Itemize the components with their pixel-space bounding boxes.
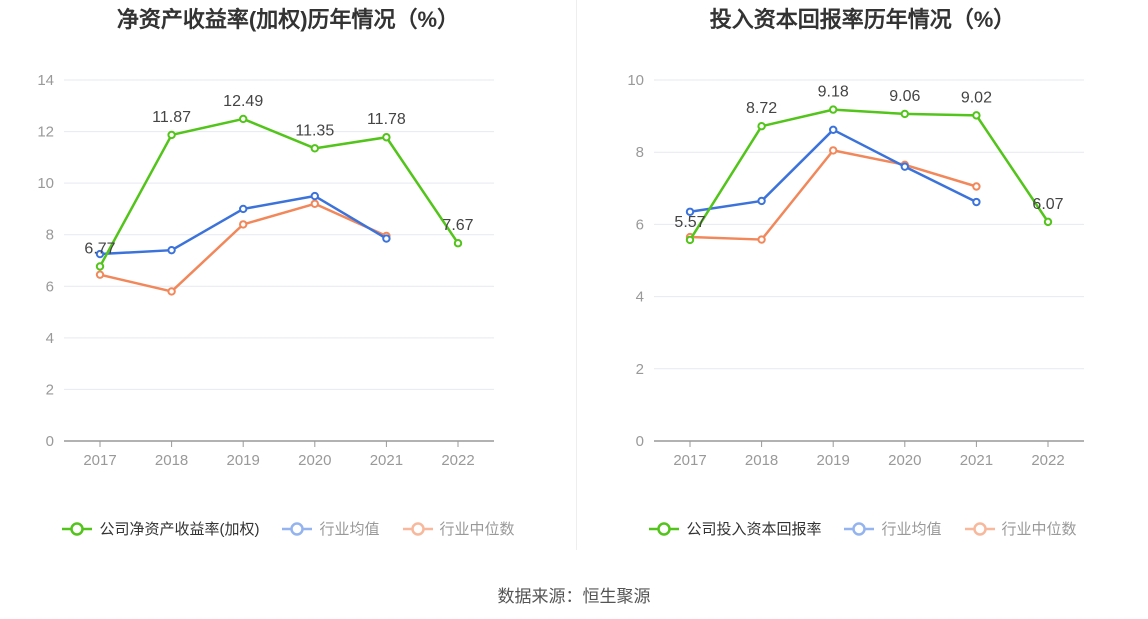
series-line [98,117,460,268]
x-tick-label: 2019 [227,452,260,469]
x-tick-label: 2021 [960,452,993,469]
roic-chart-panel: 投入资本回报率历年情况（%） 0 2 4 6 8 10 2017 2018 2019 2020 20… [577,0,1148,560]
data-point [972,182,981,191]
data-point [829,105,838,114]
x-tick-label: 2017 [83,452,116,469]
data-point [972,111,981,120]
legend-line-icon [844,521,875,536]
y-tick-label: 14 [37,72,54,89]
legend-label: 行业中位数 [1001,521,1077,538]
y-tick-label: 12 [37,124,54,141]
legend-line-icon [62,521,93,536]
y-tick-label: 8 [46,227,54,244]
panel-divider [576,0,577,550]
chart-legend: 公司投入资本回报率 行业均值 行业中位数 [577,518,1148,539]
x-tick-label: 2019 [817,452,850,469]
y-tick-label: 6 [46,278,54,295]
data-label: 11.78 [367,111,406,128]
data-label: 5.57 [674,214,705,231]
data-point [95,262,105,271]
data-label: 6.07 [1032,196,1063,213]
legend-line-icon [964,521,995,536]
legend-item-industry-mean[interactable]: 行业均值 [281,518,380,539]
series-line [689,149,977,241]
legend-item-industry-mean[interactable]: 行业均值 [843,518,942,539]
legend-item-industry-median[interactable]: 行业中位数 [964,518,1077,539]
data-point [167,245,176,255]
data-point [972,197,981,207]
y-tick-label: 4 [46,330,54,347]
data-label: 11.87 [152,109,191,126]
data-point [382,133,391,142]
data-point [453,239,463,248]
data-point [1043,217,1053,227]
legend-label: 行业中位数 [439,521,515,538]
data-label: 11.35 [295,122,334,139]
series-line [99,202,387,293]
roic-line-chart: 0 2 4 6 8 10 2017 2018 2019 2020 2021 2022 5.57 8.72 9… [627,72,1084,469]
y-tick-label: 10 [37,175,54,192]
data-point [310,191,319,201]
x-tick-label: 2018 [745,452,778,469]
data-label: 6.77 [84,240,115,257]
y-tick-label: 2 [636,361,644,378]
y-tick-label: 6 [636,216,644,233]
chart-legend: 公司净资产收益率(加权) 行业均值 行业中位数 [0,518,576,539]
y-tick-label: 10 [627,72,644,89]
data-point [757,235,766,244]
y-tick-label: 8 [636,144,644,161]
data-point [239,114,248,124]
x-tick-label: 2020 [298,452,331,469]
legend-label: 公司投入资本回报率 [686,521,822,538]
legend-item-company[interactable]: 公司净资产收益率(加权) [61,518,259,539]
legend-label: 行业均值 [881,521,942,538]
legend-line-icon [649,521,680,536]
x-tick-label: 2021 [370,452,403,469]
roe-chart-panel: 净资产收益率(加权)历年情况（%） 0 2 4 6 8 10 12 14 2017 2018 201… [0,0,576,560]
data-point [757,196,766,206]
legend-label: 公司净资产收益率(加权) [99,521,260,538]
data-point [239,220,248,229]
roe-line-chart: 0 2 4 6 8 10 12 14 2017 2018 2019 2020 2021 2022 6.77 1… [37,72,494,469]
data-point [829,146,838,155]
data-point [829,125,838,135]
x-tick-label: 2022 [441,452,474,469]
legend-label: 行业均值 [319,521,380,538]
data-label: 9.06 [889,88,920,105]
data-point [382,234,391,243]
data-point [95,249,105,259]
data-label: 9.02 [961,89,992,106]
legend-item-industry-median[interactable]: 行业中位数 [402,518,515,539]
x-tick-label: 2020 [888,452,921,469]
data-label: 8.72 [746,100,777,117]
x-tick-label: 2017 [673,452,706,469]
data-label: 9.18 [818,84,849,101]
data-point [239,204,248,214]
y-tick-label: 2 [46,381,54,398]
y-tick-label: 0 [46,433,54,450]
data-source-note: 数据来源：恒生聚源 [497,587,651,606]
data-point [167,130,176,140]
data-point [310,199,319,208]
series-line [688,108,1050,241]
y-tick-label: 4 [636,289,644,306]
x-tick-label: 2022 [1031,452,1064,469]
data-point [95,270,105,279]
data-point [685,207,695,216]
data-point [900,109,909,119]
chart-title: 净资产收益率(加权)历年情况（%） [116,7,460,32]
legend-item-company[interactable]: 公司投入资本回报率 [648,518,821,539]
x-tick-label: 2018 [155,452,188,469]
data-point [685,235,695,245]
data-point [167,287,176,296]
legend-line-icon [282,521,313,536]
legend-line-icon [402,521,433,536]
y-tick-label: 0 [636,433,644,450]
data-point [900,162,909,171]
chart-title: 投入资本回报率历年情况（%） [709,7,1016,32]
data-label: 12.49 [223,93,263,110]
data-label: 7.67 [442,217,473,234]
data-point [310,144,319,153]
data-point [757,122,766,131]
